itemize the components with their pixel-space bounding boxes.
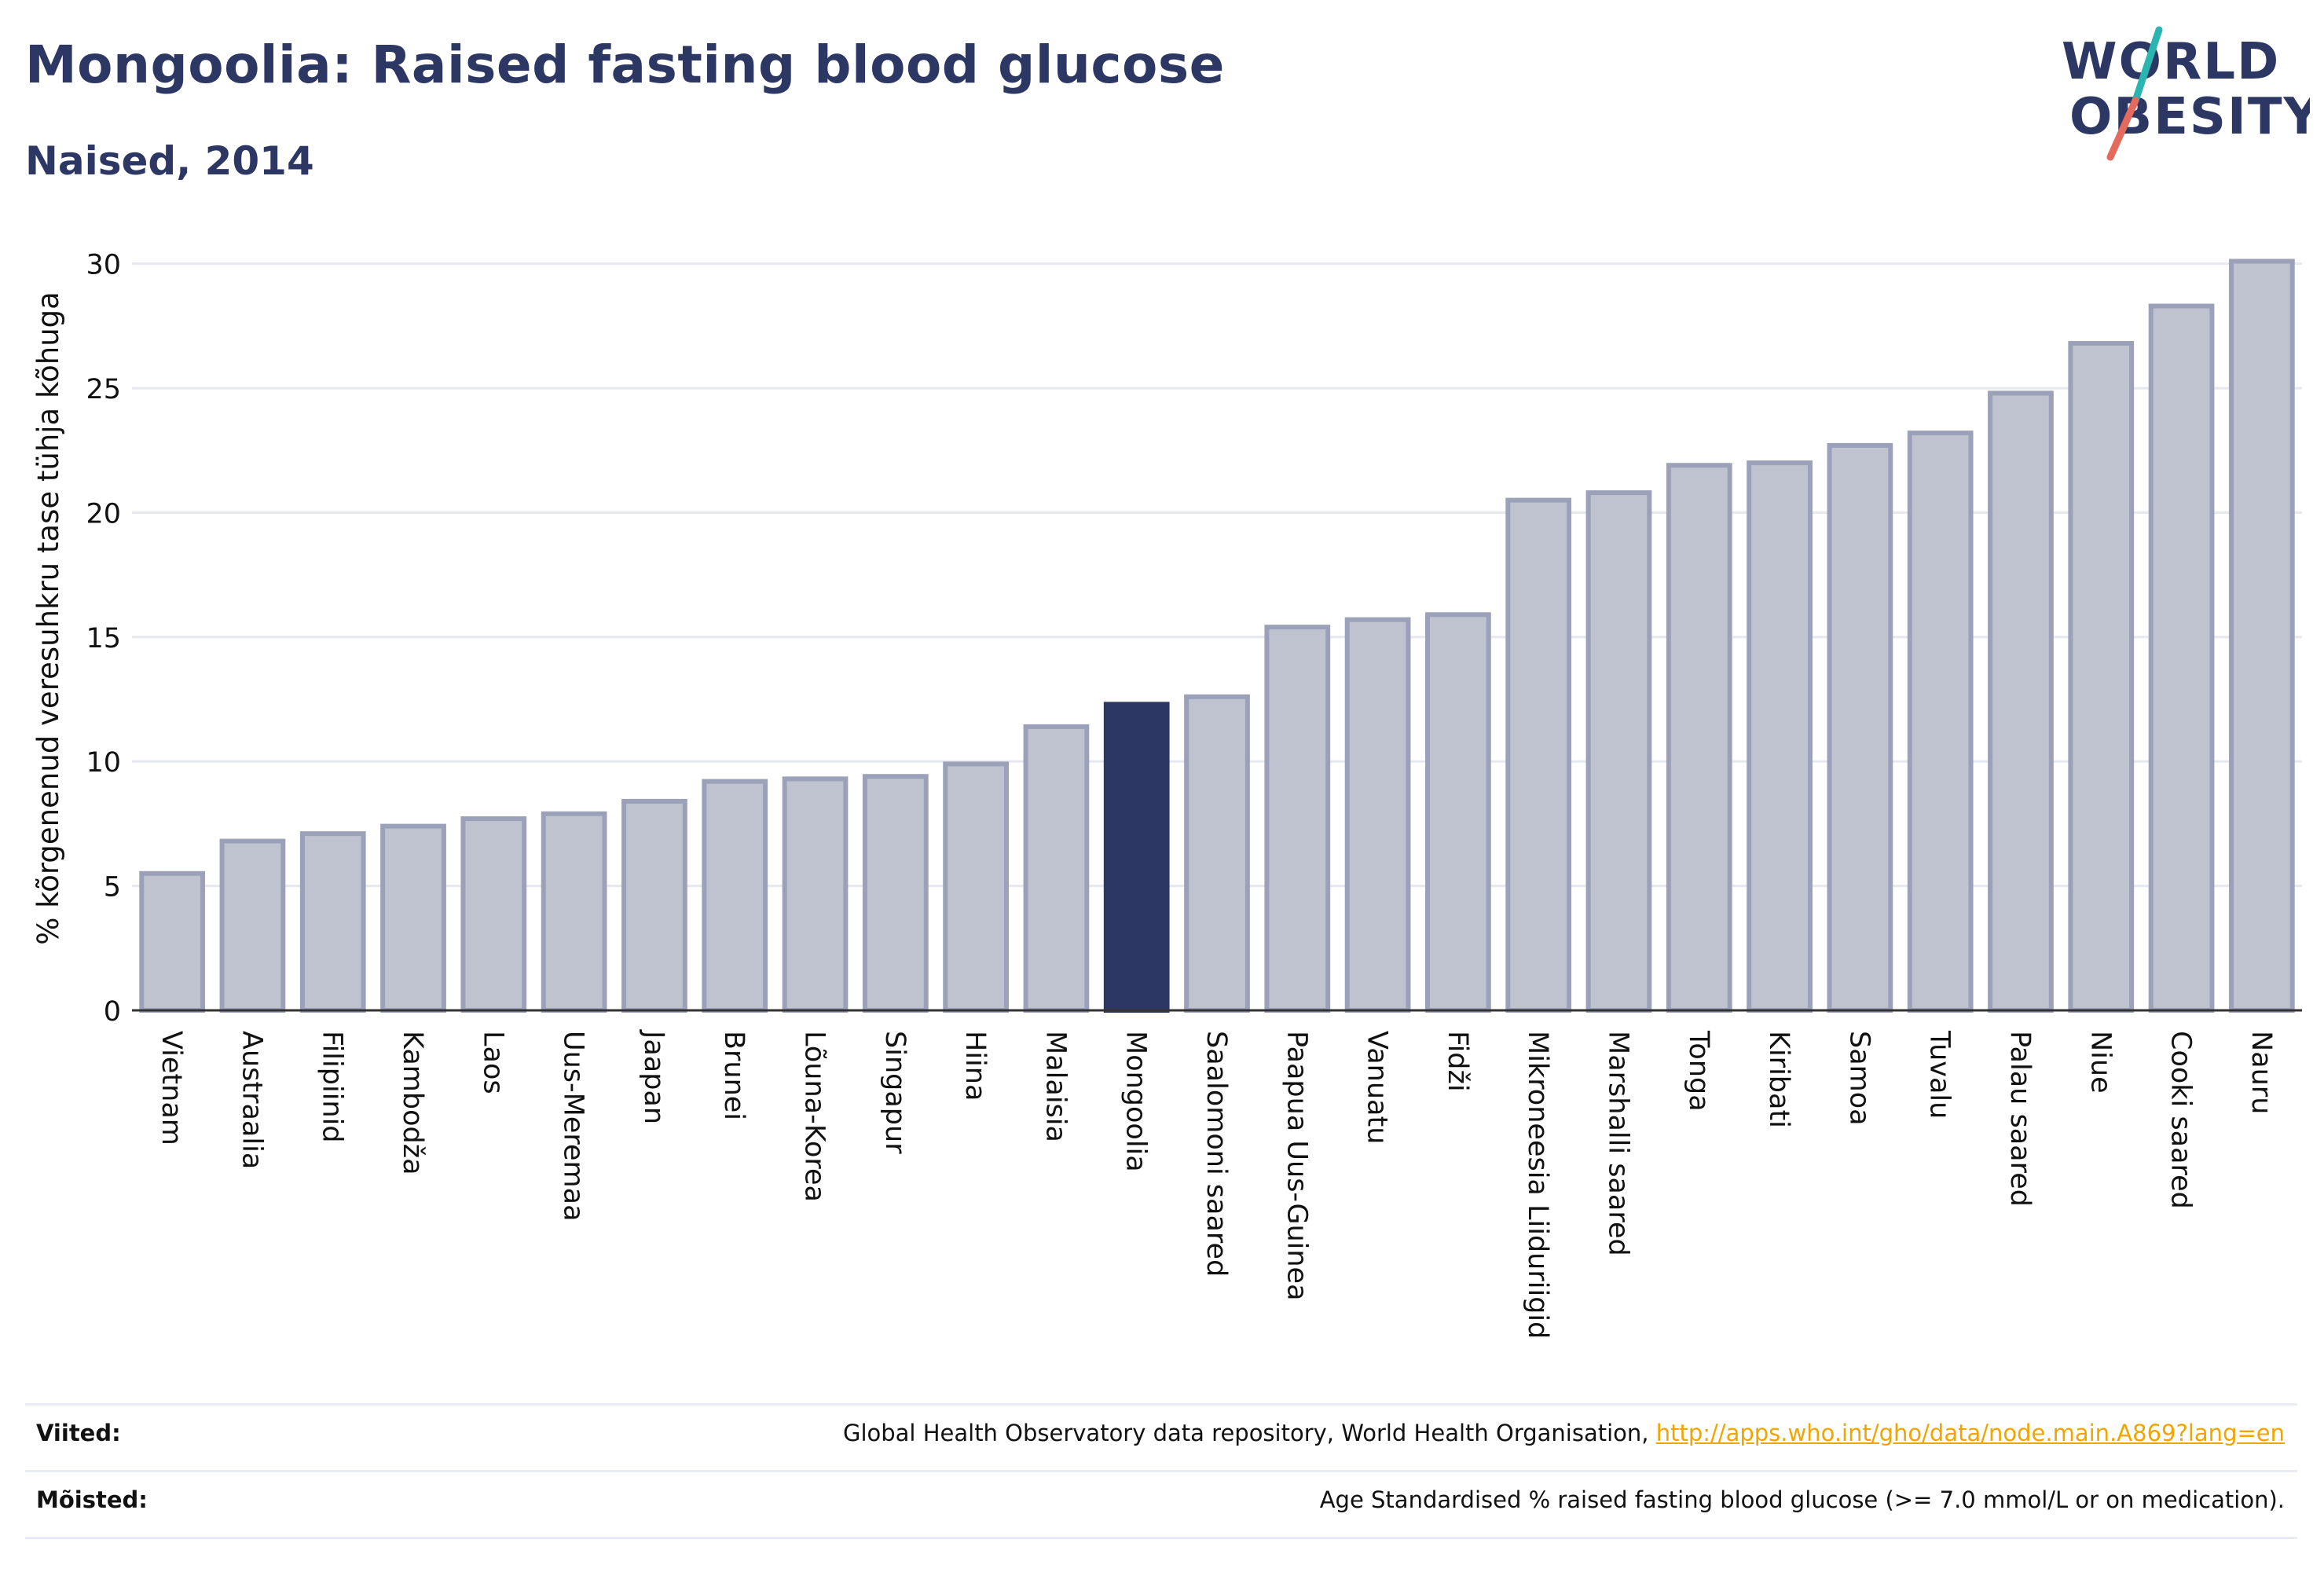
- x-tick-label: Kambodža: [397, 1031, 428, 1175]
- y-tick-label: 20: [86, 498, 121, 530]
- bar[interactable]: [782, 776, 849, 1013]
- x-tick-label: Singapur: [879, 1031, 911, 1154]
- sources-row: Viited: Global Health Observatory data r…: [25, 1403, 2297, 1470]
- bars: [139, 258, 2295, 1013]
- x-tick-label: Samoa: [1843, 1031, 1875, 1126]
- x-tick-label: Tonga: [1683, 1030, 1714, 1112]
- logo-slash-teal: [2132, 26, 2163, 104]
- x-tick-label: Tuvalu: [1924, 1030, 1956, 1119]
- x-tick-label: Kiribati: [1763, 1031, 1794, 1128]
- sources-value: Global Health Observatory data repositor…: [843, 1420, 2285, 1446]
- x-tick-label: Brunei: [718, 1031, 750, 1120]
- bar[interactable]: [2148, 303, 2215, 1013]
- bar[interactable]: [1747, 460, 1813, 1013]
- footer: Viited: Global Health Observatory data r…: [25, 1403, 2297, 1539]
- logo-slash-red: [2106, 97, 2139, 161]
- y-tick-label: 10: [86, 747, 121, 779]
- bar[interactable]: [1103, 702, 1170, 1013]
- bar[interactable]: [380, 823, 446, 1013]
- x-axis: Vietnam Austraalia Filipiinid Kambodža Laos U…: [132, 1009, 2302, 1339]
- world-obesity-logo: WORLD OBESITY: [2062, 26, 2310, 161]
- x-tick-label: Hiina: [959, 1031, 991, 1101]
- x-tick-label: Cooki saared: [2165, 1031, 2197, 1209]
- bar[interactable]: [2228, 258, 2295, 1013]
- x-tick-label: Mikroneesia Liiduriigid: [1522, 1031, 1553, 1339]
- bar[interactable]: [702, 779, 768, 1013]
- x-tick-label: Lõuna-Korea: [799, 1031, 830, 1202]
- bar[interactable]: [299, 831, 366, 1013]
- bar[interactable]: [862, 774, 929, 1013]
- bar[interactable]: [621, 798, 687, 1013]
- sources-label: Viited:: [36, 1420, 121, 1446]
- bar[interactable]: [1344, 617, 1411, 1013]
- x-tick-label: Mongoolia: [1120, 1031, 1152, 1172]
- bar[interactable]: [139, 870, 206, 1013]
- y-tick-label: 0: [104, 996, 121, 1028]
- x-tick-label: Paapua Uus-Guinea: [1281, 1031, 1312, 1301]
- x-tick-label: Laos: [477, 1031, 508, 1094]
- y-tick-label: 25: [86, 374, 121, 405]
- x-tick-label: Jaapan: [638, 1029, 669, 1124]
- chart-title: Mongoolia: Raised fasting blood glucose: [25, 35, 1225, 95]
- chart-subtitle: Naised, 2014: [25, 138, 314, 184]
- logo-text-obesity: OBESITY: [2069, 88, 2310, 146]
- y-axis: 0 5 10 15 20 25 30: [86, 250, 121, 1028]
- definitions-row: Mõisted: Age Standardised % raised fasti…: [25, 1470, 2297, 1539]
- bar[interactable]: [1264, 625, 1331, 1013]
- x-tick-label: Uus-Meremaa: [558, 1031, 589, 1222]
- x-tick-label: Niue: [2084, 1031, 2116, 1094]
- bar[interactable]: [460, 816, 527, 1013]
- sources-link[interactable]: http://apps.who.int/gho/data/node.main.A…: [1655, 1420, 2285, 1446]
- y-tick-label: 5: [104, 872, 121, 903]
- bar[interactable]: [943, 761, 1009, 1013]
- x-tick-label: Nauru: [2245, 1031, 2277, 1114]
- y-tick-label: 15: [86, 623, 121, 654]
- x-tick-label: Austraalia: [236, 1031, 267, 1169]
- bar[interactable]: [1425, 612, 1491, 1013]
- bar[interactable]: [541, 811, 607, 1013]
- bar[interactable]: [219, 838, 286, 1013]
- x-tick-label: Palau saared: [2004, 1031, 2036, 1207]
- x-tick-label: Vanuatu: [1362, 1031, 1393, 1144]
- bar[interactable]: [1666, 463, 1732, 1013]
- x-tick-label: Malaisia: [1039, 1031, 1071, 1142]
- definitions-value: Age Standardised % raised fasting blood …: [1319, 1486, 2285, 1513]
- x-tick-label: Saalomoni saared: [1200, 1031, 1232, 1277]
- bar[interactable]: [1505, 497, 1572, 1013]
- definitions-label: Mõisted:: [36, 1486, 148, 1513]
- bar[interactable]: [2068, 341, 2135, 1013]
- bar[interactable]: [1827, 442, 1893, 1013]
- logo-text-world: WORLD: [2062, 33, 2280, 91]
- bar[interactable]: [1023, 724, 1090, 1013]
- y-tick-label: 30: [86, 250, 121, 281]
- bar[interactable]: [1907, 431, 1974, 1013]
- x-tick-label: Filipiinid: [317, 1031, 348, 1143]
- bar[interactable]: [1184, 694, 1250, 1013]
- x-tick-label: Fidži: [1442, 1031, 1473, 1092]
- bar[interactable]: [1585, 490, 1652, 1013]
- x-tick-label: Marshalli saared: [1602, 1031, 1633, 1256]
- x-tick-label: Vietnam: [156, 1031, 187, 1145]
- bar[interactable]: [1988, 390, 2054, 1013]
- y-axis-label: % kõrgenenud veresuhkru tase tühja kõhug…: [31, 291, 65, 945]
- bar-chart: 0 5 10 15 20 25 30 Vietnam Austraalia Filipiinid…: [31, 250, 2302, 1339]
- sources-text: Global Health Observatory data repositor…: [842, 1420, 1656, 1446]
